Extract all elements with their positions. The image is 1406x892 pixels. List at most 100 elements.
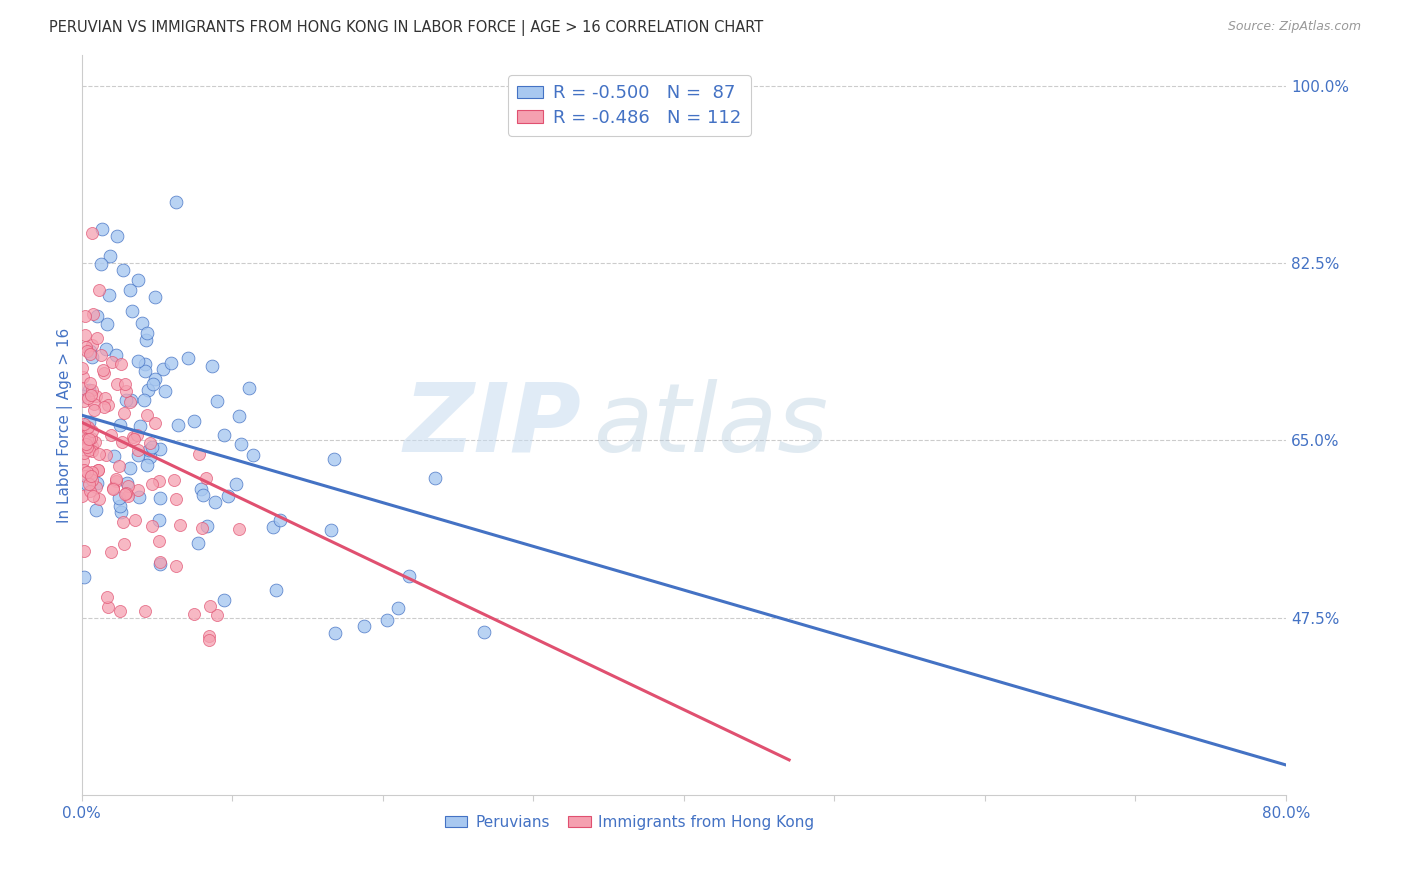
Point — [73, 310, 96, 324]
Point — [187, 535, 209, 549]
Point — [115, 393, 138, 408]
Point — [105, 475, 128, 489]
Point — [100, 428, 122, 442]
Point — [387, 601, 409, 615]
Point — [212, 428, 235, 442]
Point — [117, 478, 139, 492]
Point — [94, 343, 117, 357]
Point — [80, 350, 103, 364]
Point — [117, 476, 139, 491]
Point — [321, 523, 343, 537]
Point — [101, 482, 124, 496]
Point — [135, 333, 157, 347]
Point — [80, 439, 103, 453]
Point — [108, 459, 131, 474]
Point — [195, 519, 218, 533]
Point — [94, 449, 117, 463]
Point — [93, 391, 115, 405]
Point — [165, 491, 187, 506]
Point — [75, 437, 97, 451]
Point — [86, 503, 108, 517]
Point — [353, 618, 375, 632]
Point — [73, 543, 96, 558]
Y-axis label: In Labor Force | Age > 16: In Labor Force | Age > 16 — [58, 327, 73, 523]
Text: Source: ZipAtlas.com: Source: ZipAtlas.com — [1227, 20, 1361, 33]
Point — [79, 344, 101, 359]
Point — [141, 440, 163, 454]
Point — [124, 513, 146, 527]
Point — [90, 348, 112, 362]
Point — [114, 377, 136, 392]
Point — [104, 348, 127, 362]
Point — [228, 409, 250, 423]
Point — [70, 381, 93, 395]
Point — [77, 433, 100, 447]
Point — [134, 364, 156, 378]
Point — [90, 257, 112, 271]
Point — [86, 310, 108, 324]
Point — [139, 450, 162, 465]
Point — [110, 417, 132, 432]
Point — [111, 434, 134, 449]
Point — [262, 520, 284, 534]
Point — [143, 372, 166, 386]
Point — [93, 400, 115, 414]
Point — [176, 351, 198, 365]
Point — [190, 482, 212, 496]
Point — [398, 568, 420, 582]
Point — [198, 633, 221, 648]
Point — [323, 452, 346, 467]
Point — [118, 460, 141, 475]
Point — [72, 369, 94, 384]
Point — [101, 481, 124, 495]
Text: ZIP: ZIP — [404, 379, 581, 472]
Point — [96, 317, 118, 331]
Point — [155, 384, 177, 399]
Point — [110, 505, 132, 519]
Point — [80, 338, 103, 352]
Point — [96, 590, 118, 604]
Point — [86, 331, 108, 345]
Point — [70, 489, 93, 503]
Point — [375, 613, 398, 627]
Point — [111, 263, 134, 277]
Point — [80, 424, 103, 438]
Point — [269, 513, 291, 527]
Point — [118, 395, 141, 409]
Point — [73, 393, 96, 408]
Point — [103, 449, 125, 463]
Point — [129, 419, 152, 434]
Point — [114, 486, 136, 500]
Point — [73, 570, 96, 584]
Point — [79, 376, 101, 390]
Point — [134, 357, 156, 371]
Point — [87, 447, 110, 461]
Point — [134, 604, 156, 618]
Point — [242, 448, 264, 462]
Point — [79, 347, 101, 361]
Point — [167, 417, 190, 432]
Point — [80, 469, 103, 483]
Point — [149, 442, 172, 456]
Point — [127, 443, 149, 458]
Point — [83, 435, 105, 450]
Point — [87, 283, 110, 297]
Point — [183, 414, 205, 428]
Point — [82, 489, 104, 503]
Point — [472, 624, 495, 639]
Point — [75, 340, 97, 354]
Point — [264, 582, 287, 597]
Point — [323, 626, 346, 640]
Point — [238, 381, 260, 395]
Point — [76, 392, 98, 406]
Point — [115, 486, 138, 500]
Point — [205, 607, 228, 622]
Point — [76, 440, 98, 454]
Point — [127, 273, 149, 287]
Point — [79, 483, 101, 498]
Point — [77, 476, 100, 491]
Point — [229, 437, 252, 451]
Point — [86, 462, 108, 476]
Point — [96, 398, 118, 412]
Point — [115, 384, 138, 399]
